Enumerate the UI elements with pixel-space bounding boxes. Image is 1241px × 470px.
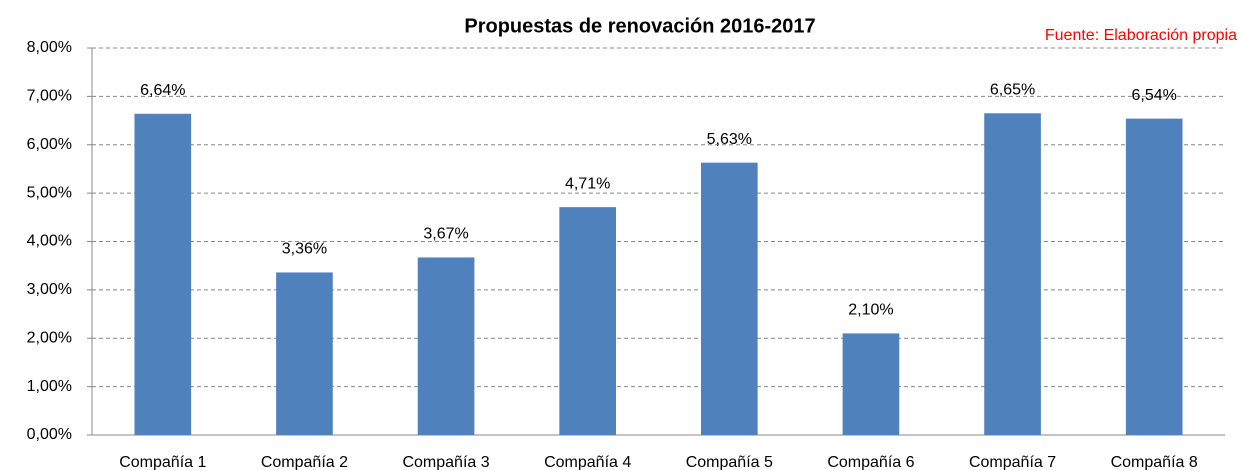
x-tick-label: Compañía 6 xyxy=(827,454,914,470)
bar xyxy=(1125,118,1183,435)
data-label: 2,10% xyxy=(848,302,893,319)
x-tick-label: Compañía 3 xyxy=(402,454,489,470)
data-label: 6,54% xyxy=(1132,87,1177,104)
x-tick-label: Compañía 2 xyxy=(261,454,348,470)
x-tick-label: Compañía 7 xyxy=(969,454,1056,470)
y-tick-label: 4,00% xyxy=(27,233,72,250)
bar xyxy=(134,113,192,435)
y-tick-label: 7,00% xyxy=(27,88,72,105)
x-tick-label: Compañía 8 xyxy=(1111,454,1198,470)
data-label: 5,63% xyxy=(707,131,752,148)
y-tick-label: 6,00% xyxy=(27,136,72,153)
bar xyxy=(417,257,475,435)
y-tick-label: 2,00% xyxy=(27,329,72,346)
bar xyxy=(842,333,900,435)
data-label: 6,64% xyxy=(140,82,185,99)
x-tick-label: Compañía 1 xyxy=(119,454,206,470)
data-label: 3,67% xyxy=(423,226,468,243)
bar xyxy=(559,207,617,435)
y-tick-label: 8,00% xyxy=(27,39,72,56)
bar xyxy=(984,113,1041,436)
bar xyxy=(276,272,333,435)
y-tick-label: 0,00% xyxy=(27,426,72,443)
y-tick-label: 1,00% xyxy=(27,378,72,395)
x-tick-label: Compañía 5 xyxy=(686,454,773,470)
x-tick-label: Compañía 4 xyxy=(544,454,631,470)
y-tick-label: 5,00% xyxy=(27,184,72,201)
data-label: 6,65% xyxy=(990,82,1035,99)
source-note: Fuente: Elaboración propia xyxy=(1045,27,1237,44)
data-label: 4,71% xyxy=(565,175,610,192)
chart-title: Propuestas de renovación 2016-2017 xyxy=(464,15,815,37)
data-label: 3,36% xyxy=(282,241,327,258)
y-tick-label: 3,00% xyxy=(27,281,72,298)
bar xyxy=(700,162,758,435)
